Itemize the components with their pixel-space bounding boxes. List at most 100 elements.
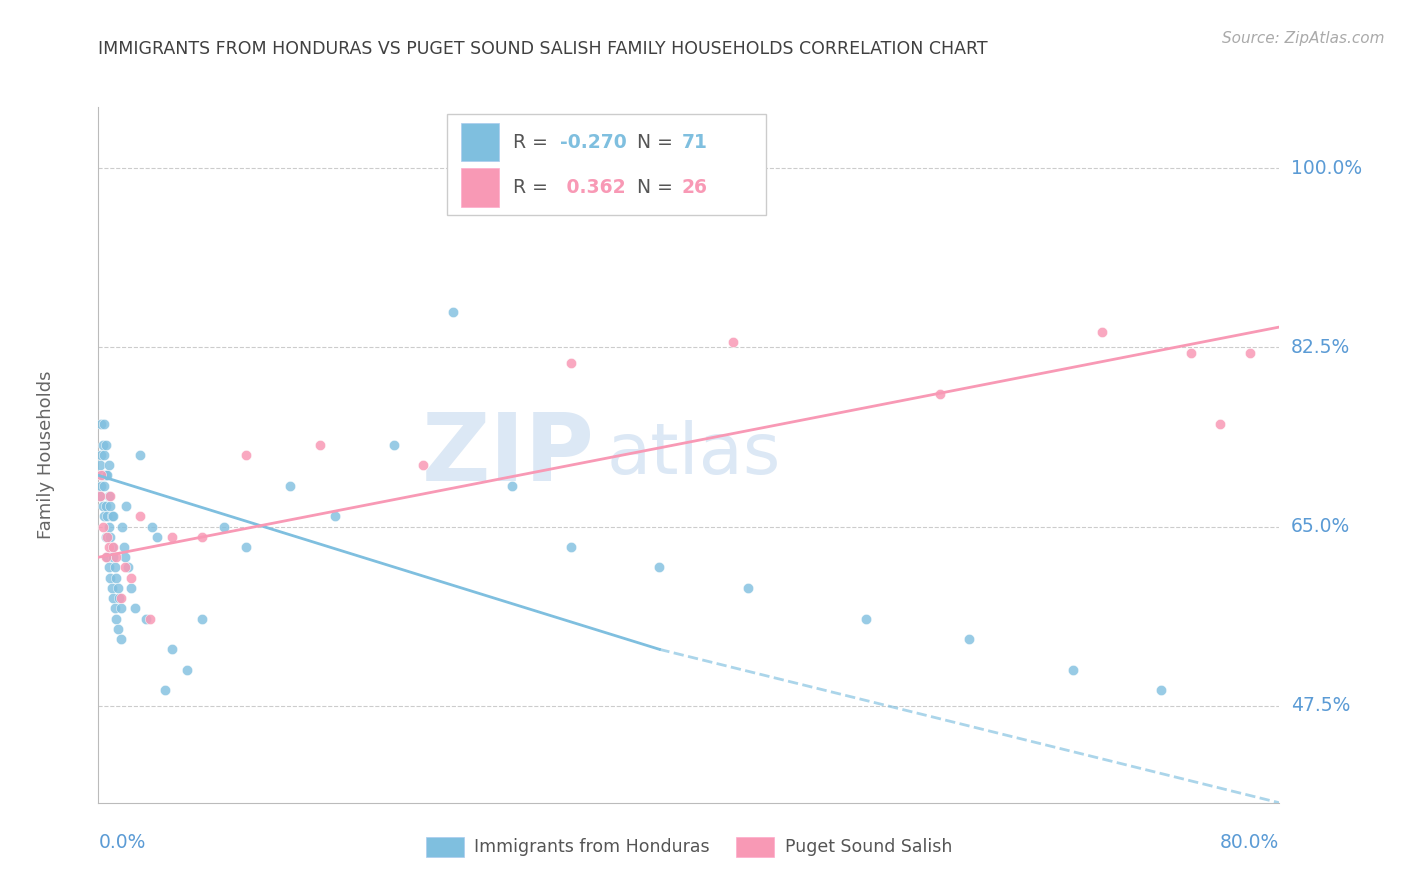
Point	[90, 448, 112, 462]
Point	[105, 612, 128, 626]
Text: ZIP: ZIP	[422, 409, 595, 501]
Point	[501, 478, 523, 492]
Point	[278, 478, 302, 492]
Point	[105, 571, 128, 585]
Point	[103, 591, 125, 606]
Point	[105, 550, 128, 565]
Point	[93, 417, 115, 432]
Point	[1180, 345, 1202, 359]
Point	[100, 581, 122, 595]
Text: 100.0%: 100.0%	[1291, 159, 1361, 178]
Point	[153, 683, 176, 698]
Point	[1091, 325, 1114, 339]
Text: N =: N =	[637, 178, 679, 197]
Legend: Immigrants from Honduras, Puget Sound Salish: Immigrants from Honduras, Puget Sound Sa…	[419, 830, 959, 863]
Point	[560, 540, 582, 554]
Point	[94, 530, 117, 544]
Text: R =: R =	[513, 178, 554, 197]
Text: 0.362: 0.362	[560, 178, 626, 197]
Point	[98, 489, 121, 503]
Point	[93, 448, 115, 462]
Point	[93, 478, 115, 492]
Point	[93, 509, 115, 524]
Text: N =: N =	[637, 133, 679, 152]
Point	[89, 458, 111, 472]
Point	[97, 519, 120, 533]
Point	[103, 509, 125, 524]
FancyBboxPatch shape	[461, 169, 499, 207]
Point	[104, 601, 127, 615]
Point	[115, 499, 138, 513]
Point	[96, 468, 118, 483]
Point	[97, 540, 120, 554]
Point	[94, 499, 117, 513]
Point	[117, 560, 139, 574]
Point	[191, 530, 214, 544]
Point	[98, 499, 121, 513]
Point	[323, 509, 346, 524]
Point	[560, 356, 582, 370]
Point	[90, 468, 112, 483]
Point	[648, 560, 671, 574]
Point	[176, 663, 198, 677]
Point	[94, 468, 117, 483]
Point	[1209, 417, 1232, 432]
Point	[309, 438, 332, 452]
Point	[96, 550, 118, 565]
Text: -0.270: -0.270	[560, 133, 627, 152]
Text: 80.0%: 80.0%	[1220, 833, 1279, 853]
Text: 82.5%: 82.5%	[1291, 338, 1350, 357]
Point	[1150, 683, 1173, 698]
Point	[97, 458, 120, 472]
Point	[91, 499, 114, 513]
Point	[90, 478, 112, 492]
Point	[91, 519, 114, 533]
Point	[114, 560, 136, 574]
Point	[89, 489, 111, 503]
Point	[128, 448, 150, 462]
Point	[855, 612, 877, 626]
Point	[162, 530, 183, 544]
Point	[382, 438, 405, 452]
Text: R =: R =	[513, 133, 554, 152]
Point	[94, 438, 117, 452]
Point	[97, 489, 120, 503]
Text: Family Households: Family Households	[37, 371, 55, 539]
Point	[110, 601, 132, 615]
Text: 65.0%: 65.0%	[1291, 517, 1350, 536]
FancyBboxPatch shape	[447, 114, 766, 215]
Point	[135, 612, 157, 626]
Text: 71: 71	[682, 133, 707, 152]
Text: IMMIGRANTS FROM HONDURAS VS PUGET SOUND SALISH FAMILY HOUSEHOLDS CORRELATION CHA: IMMIGRANTS FROM HONDURAS VS PUGET SOUND …	[98, 40, 988, 58]
FancyBboxPatch shape	[461, 123, 499, 161]
Point	[98, 530, 121, 544]
Point	[112, 540, 135, 554]
Point	[721, 335, 744, 350]
Point	[441, 304, 464, 318]
Point	[103, 540, 125, 554]
Point	[100, 540, 122, 554]
Point	[162, 642, 183, 657]
Point	[110, 632, 132, 646]
Point	[141, 519, 163, 533]
Point	[928, 386, 950, 401]
Text: 26: 26	[682, 178, 707, 197]
Point	[107, 581, 129, 595]
Point	[146, 530, 169, 544]
Point	[89, 489, 111, 503]
Text: 47.5%: 47.5%	[1291, 696, 1350, 715]
Point	[94, 550, 117, 565]
Point	[1239, 345, 1261, 359]
Point	[100, 509, 122, 524]
Point	[91, 438, 114, 452]
Point	[91, 468, 114, 483]
Point	[191, 612, 214, 626]
Point	[97, 560, 120, 574]
Point	[120, 571, 142, 585]
Text: 0.0%: 0.0%	[98, 833, 146, 853]
Text: atlas: atlas	[606, 420, 780, 490]
Point	[110, 591, 132, 606]
Point	[139, 612, 162, 626]
Point	[124, 601, 146, 615]
Point	[104, 560, 127, 574]
